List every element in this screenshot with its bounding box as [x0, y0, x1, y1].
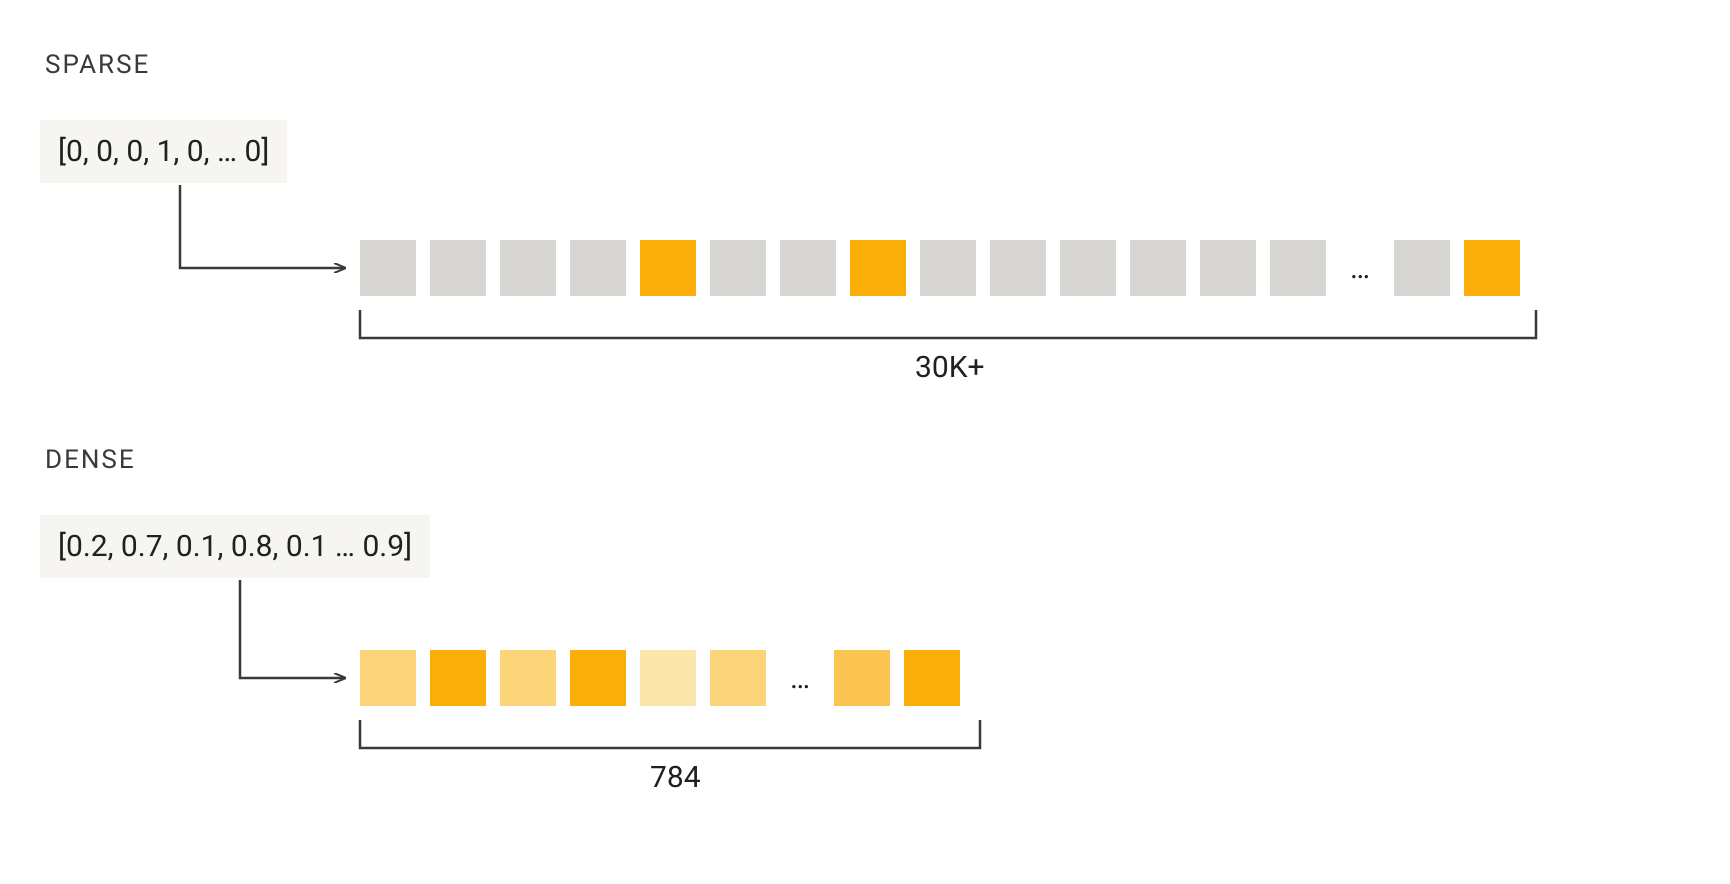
diagram-canvas: SPARSE [0, 0, 0, 1, 0, … 0] … 30K+ DENSE…: [0, 0, 1730, 884]
dense-cell-4: [640, 650, 696, 706]
sparse-cell-9: [990, 240, 1046, 296]
dense-cells-row: …: [360, 650, 960, 706]
sparse-cell-4: [640, 240, 696, 296]
sparse-cell-2: [500, 240, 556, 296]
dense-cell-3: [570, 650, 626, 706]
sparse-cell-6: [780, 240, 836, 296]
dense-dimension-label: 784: [650, 760, 701, 795]
dense-cell-8: [904, 650, 960, 706]
sparse-cell-10: [1060, 240, 1116, 296]
sparse-bracket: [360, 310, 1536, 338]
dense-bracket: [360, 720, 980, 748]
sparse-cell-15: [1394, 240, 1450, 296]
sparse-cell-8: [920, 240, 976, 296]
sparse-label: SPARSE: [45, 50, 150, 80]
dense-vector-box: [0.2, 0.7, 0.1, 0.8, 0.1 … 0.9]: [40, 515, 430, 578]
sparse-ellipsis: …: [1340, 251, 1380, 286]
dense-cell-2: [500, 650, 556, 706]
dense-cell-1: [430, 650, 486, 706]
sparse-cell-11: [1130, 240, 1186, 296]
sparse-cell-13: [1270, 240, 1326, 296]
dense-cell-0: [360, 650, 416, 706]
sparse-cell-5: [710, 240, 766, 296]
sparse-dimension-label: 30K+: [915, 350, 985, 385]
sparse-cell-12: [1200, 240, 1256, 296]
sparse-cell-3: [570, 240, 626, 296]
sparse-cell-1: [430, 240, 486, 296]
dense-ellipsis: …: [780, 661, 820, 696]
dense-label: DENSE: [45, 445, 136, 475]
sparse-arrow: [180, 185, 345, 268]
dense-arrow: [240, 580, 345, 678]
dense-cell-5: [710, 650, 766, 706]
sparse-cell-16: [1464, 240, 1520, 296]
sparse-cells-row: …: [360, 240, 1520, 296]
dense-cell-7: [834, 650, 890, 706]
sparse-cell-0: [360, 240, 416, 296]
sparse-vector-box: [0, 0, 0, 1, 0, … 0]: [40, 120, 287, 183]
sparse-cell-7: [850, 240, 906, 296]
